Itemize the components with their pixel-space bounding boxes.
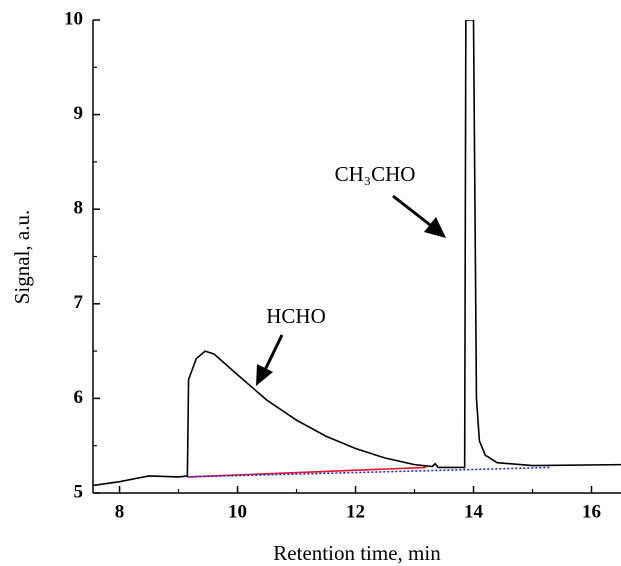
y-tick-label: 7 [74, 292, 84, 313]
x-tick-label: 12 [346, 501, 365, 522]
plot-area [93, 20, 621, 487]
y-tick-label: 5 [74, 481, 84, 502]
x-tick-label: 10 [228, 501, 247, 522]
x-tick-label: 8 [115, 501, 125, 522]
annotation: HCHO [266, 304, 326, 328]
signal-line [187, 466, 427, 478]
y-tick-label: 10 [64, 8, 83, 29]
annotation: CH₃CHO [335, 162, 416, 186]
y-tick-label: 8 [74, 198, 84, 219]
y-tick-label: 6 [74, 387, 84, 408]
ticks [93, 19, 593, 494]
signal-line [187, 466, 551, 478]
y-axis-label: Signal, a.u. [10, 210, 34, 305]
signal-line [93, 20, 621, 487]
y-tick-label: 9 [74, 103, 84, 124]
arrow [256, 194, 446, 386]
x-tick-label: 14 [464, 501, 484, 522]
x-axis-label: Retention time, min [273, 541, 441, 565]
x-tick-label: 16 [582, 501, 601, 522]
